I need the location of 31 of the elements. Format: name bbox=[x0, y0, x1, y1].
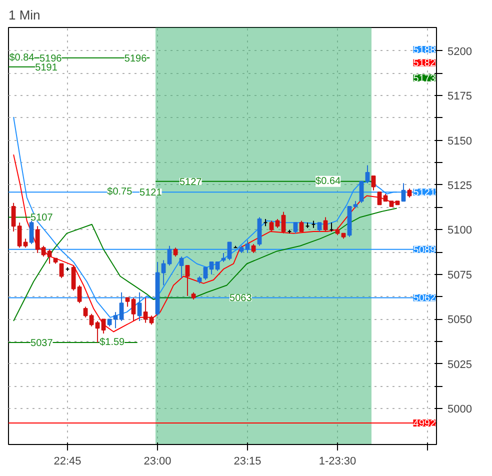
annotation: 5107 bbox=[30, 212, 54, 224]
annotation: 5173 bbox=[413, 73, 436, 84]
ref-line-label: 5062 bbox=[413, 293, 436, 304]
annotation: 5196 bbox=[124, 53, 148, 64]
ref-line-label: 4992 bbox=[413, 418, 436, 430]
y-tick-label: 5150 bbox=[448, 135, 472, 148]
x-tick-label: 22:45 bbox=[54, 456, 82, 468]
annotation: 5063 bbox=[230, 293, 252, 304]
y-tick-label: 5025 bbox=[448, 358, 472, 371]
y-tick-label: 5175 bbox=[448, 90, 472, 103]
annotation: 5127 bbox=[179, 176, 202, 188]
annotation: 5121 bbox=[140, 188, 162, 199]
annotation: 5182 bbox=[413, 58, 436, 70]
y-tick-label: 5050 bbox=[448, 314, 472, 326]
y-tick-label: 5125 bbox=[448, 180, 472, 192]
annotation: 5191 bbox=[35, 62, 58, 74]
annotation: $0.75 bbox=[107, 186, 133, 198]
x-tick-label: 23:00 bbox=[144, 456, 172, 468]
y-tick-label: 5075 bbox=[448, 269, 472, 282]
y-tick-label: 5000 bbox=[448, 404, 472, 416]
annotation: $1.59 bbox=[100, 336, 126, 348]
x-tick-label: 23:15 bbox=[234, 456, 262, 468]
annotation: $0.84 bbox=[9, 52, 35, 64]
y-tick-label: 5200 bbox=[448, 46, 472, 58]
annotation: 5196 bbox=[39, 53, 62, 64]
annotation: 5037 bbox=[30, 338, 54, 349]
ref-line-label: 5089 bbox=[413, 244, 436, 256]
chart-title: 1 Min bbox=[8, 8, 40, 22]
y-tick-label: 5100 bbox=[448, 224, 472, 237]
x-tick-label: 1-23:30 bbox=[318, 456, 356, 468]
annotation: $0.64 bbox=[316, 176, 342, 187]
